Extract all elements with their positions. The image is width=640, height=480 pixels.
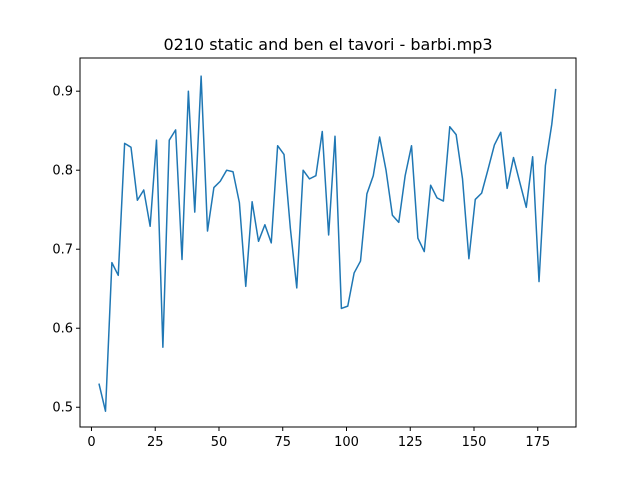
series-line bbox=[98, 75, 557, 412]
x-tick-label: 150 bbox=[462, 435, 487, 450]
axes-frame bbox=[79, 57, 577, 428]
x-axis: 0 25 50 75 100 125 150 175 bbox=[87, 427, 550, 450]
plot-area bbox=[98, 75, 557, 412]
y-axis: 0.5 0.6 0.7 0.8 0.9 bbox=[52, 85, 80, 416]
x-tick-label: 175 bbox=[525, 435, 550, 450]
y-tick-label: 0.6 bbox=[52, 322, 73, 337]
y-tick-label: 0.9 bbox=[52, 85, 73, 100]
axes-spines bbox=[79, 57, 577, 428]
x-tick-label: 50 bbox=[211, 435, 228, 450]
y-tick-label: 0.8 bbox=[52, 164, 73, 179]
chart-title: 0210 static and ben el tavori - barbi.mp… bbox=[163, 35, 492, 54]
x-tick-label: 25 bbox=[147, 435, 164, 450]
x-tick-label: 75 bbox=[274, 435, 291, 450]
x-tick-label: 100 bbox=[334, 435, 359, 450]
x-tick-label: 0 bbox=[87, 435, 95, 450]
y-tick-label: 0.5 bbox=[52, 401, 73, 416]
y-tick-label: 0.7 bbox=[52, 243, 73, 258]
x-tick-label: 125 bbox=[398, 435, 423, 450]
